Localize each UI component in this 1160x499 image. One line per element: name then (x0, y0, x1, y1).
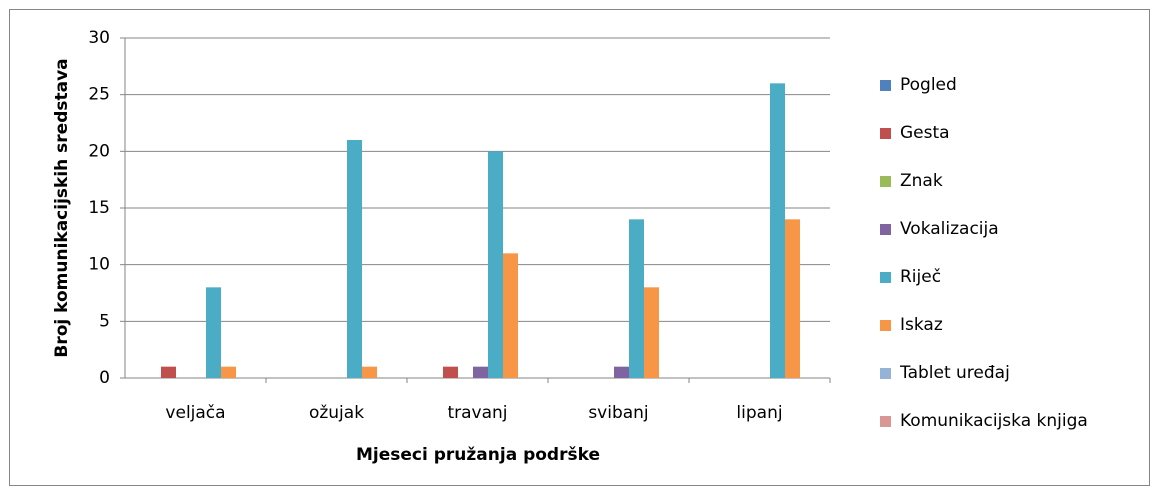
bar (221, 366, 236, 378)
legend-swatch (880, 272, 891, 283)
legend-label: Gesta (900, 123, 950, 143)
legend-swatch (880, 416, 891, 427)
bar (503, 253, 518, 378)
bar (488, 151, 503, 378)
legend-label: Znak (900, 171, 943, 191)
y-axis-title: Broj komunikacijskih sredstava (52, 58, 72, 357)
legend-swatch (880, 176, 891, 187)
x-axis-title: Mjeseci pružanja podrške (356, 445, 600, 465)
bar (206, 287, 221, 378)
legend-swatch (880, 224, 891, 235)
y-tick-label: 20 (88, 141, 110, 161)
x-tick-label: svibanj (588, 403, 648, 423)
legend-label: Pogled (900, 75, 957, 95)
legend-swatch (880, 368, 891, 379)
y-tick-label: 15 (88, 198, 110, 218)
legend-label: Iskaz (900, 315, 943, 335)
bar (161, 366, 176, 378)
legend-label: Riječ (900, 267, 941, 287)
frame (9, 9, 1150, 486)
y-tick-label: 5 (99, 311, 110, 331)
y-tick-label: 10 (88, 255, 110, 275)
x-tick-label: travanj (447, 403, 507, 423)
legend-label: Komunikacijska knjiga (900, 411, 1088, 431)
legend-swatch (880, 80, 891, 91)
y-tick-label: 30 (88, 28, 110, 48)
bar (644, 287, 659, 378)
bar (362, 366, 377, 378)
y-tick-label: 25 (88, 85, 110, 105)
x-tick-label: ožujak (309, 403, 364, 423)
y-tick-label: 0 (99, 368, 110, 388)
legend-label: Tablet uređaj (899, 363, 1010, 383)
bar (347, 140, 362, 378)
legend-swatch (880, 320, 891, 331)
x-tick-label: lipanj (736, 403, 782, 423)
bar (770, 83, 785, 378)
bar (473, 366, 488, 378)
bar (785, 219, 800, 378)
legend-swatch (880, 128, 891, 139)
x-tick-label: veljača (165, 403, 225, 423)
legend-label: Vokalizacija (900, 219, 999, 239)
bar (629, 219, 644, 378)
bar (614, 366, 629, 378)
bar (443, 366, 458, 378)
